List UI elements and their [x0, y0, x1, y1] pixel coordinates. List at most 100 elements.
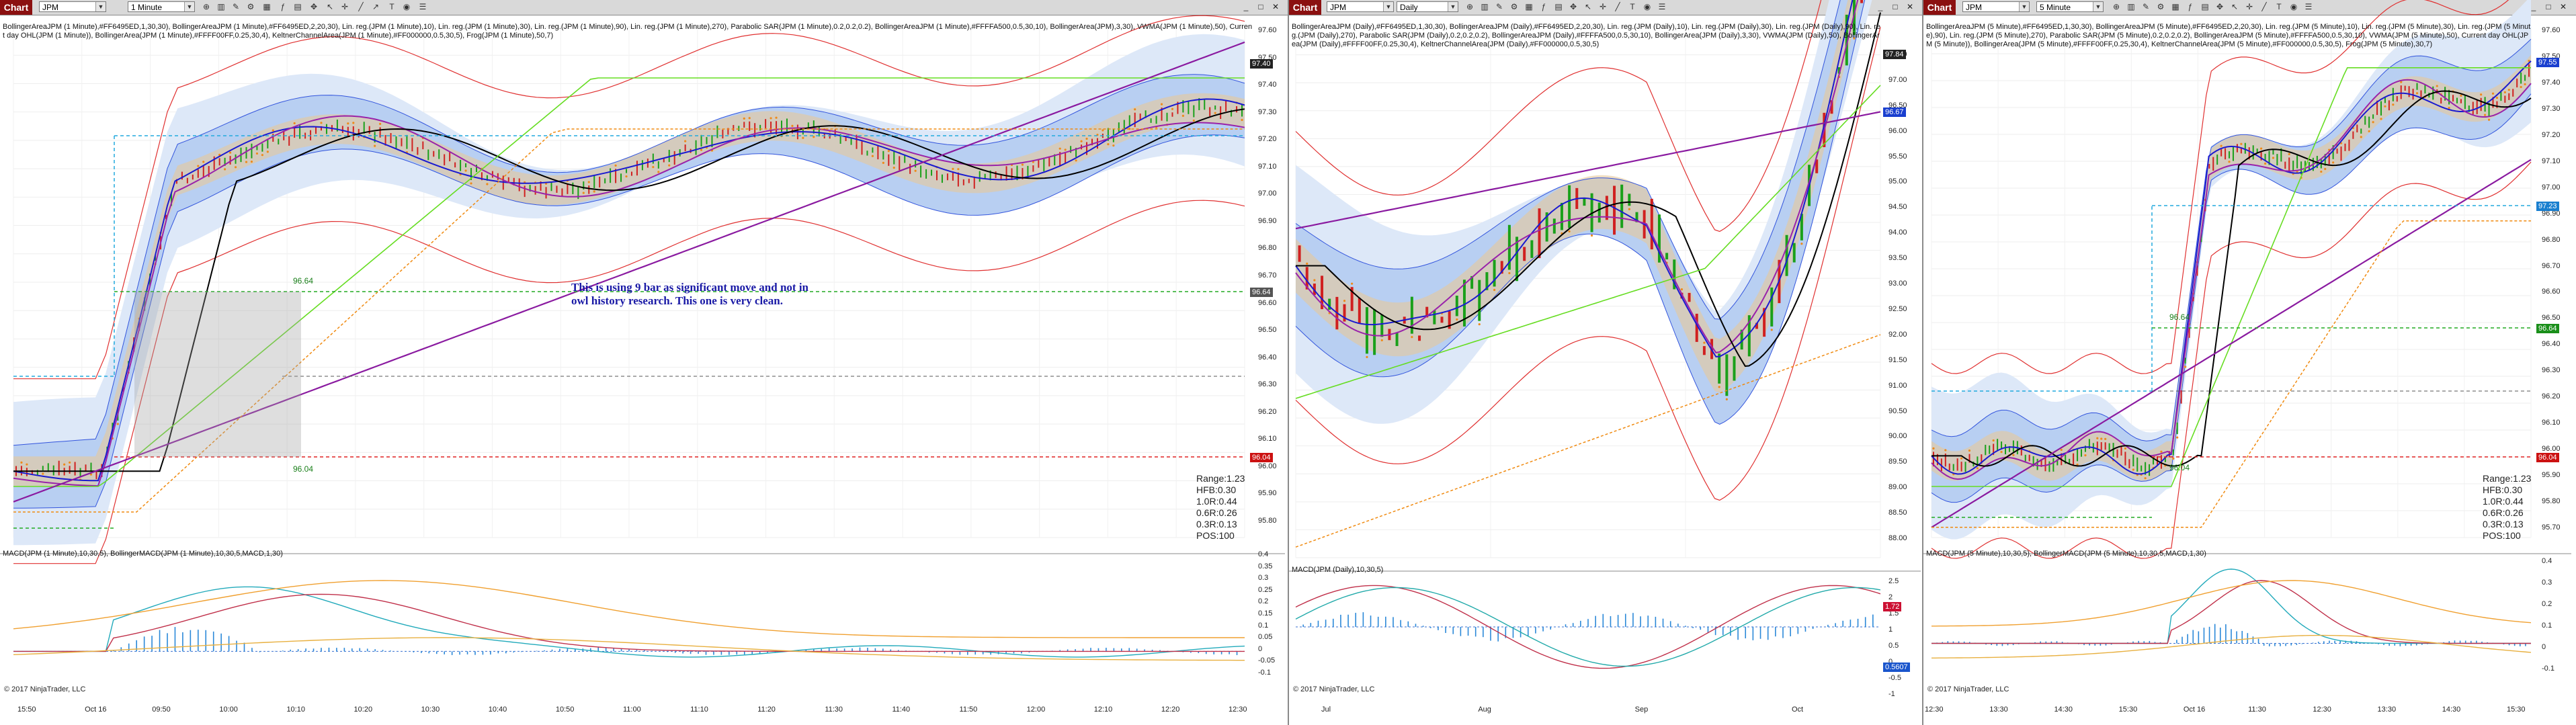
close-icon[interactable]: ✕	[2559, 2, 2567, 11]
bar-chart-icon[interactable]: ▥	[2127, 2, 2135, 11]
chart-menu-button[interactable]: Chart	[1923, 0, 1956, 15]
macd-flag: 0.5607	[1883, 663, 1910, 672]
parabolic-sar-dot	[770, 117, 772, 120]
close-icon[interactable]: ✕	[1272, 2, 1280, 11]
list-icon[interactable]: ☰	[1658, 2, 1666, 11]
line-tool-icon[interactable]: ╱	[1615, 2, 1620, 11]
strategy-icon[interactable]: ▤	[2201, 2, 2209, 11]
pointer-icon[interactable]: ↖	[2231, 2, 2239, 11]
zoom-icon[interactable]: ⊕	[202, 2, 210, 11]
parabolic-sar-dot	[2392, 103, 2395, 106]
range-stat: 0.6R:0.26	[1196, 507, 1237, 518]
price-chart-1min[interactable]	[0, 0, 1288, 725]
instrument-selector[interactable]: JPM ▼	[1962, 1, 2030, 12]
parabolic-sar-dot	[2503, 91, 2506, 94]
crosshair-icon[interactable]: ✛	[2245, 2, 2253, 11]
vwma-line	[13, 41, 1245, 503]
parabolic-sar-dot	[272, 129, 274, 132]
interval-selector[interactable]: Daily ▼	[1397, 1, 1458, 12]
crosshair-icon[interactable]: ✛	[1599, 2, 1607, 11]
bollinger-band-orange	[13, 93, 1245, 486]
line-tool-icon[interactable]: ╱	[358, 2, 364, 11]
bar-chart-icon[interactable]: ▥	[1481, 2, 1489, 11]
indicators-icon[interactable]: ƒ	[1541, 2, 1546, 11]
maximize-icon[interactable]: □	[2546, 2, 2551, 11]
camera-icon[interactable]: ◉	[1643, 2, 1651, 11]
text-tool-icon[interactable]: T	[389, 2, 394, 11]
minimize-icon[interactable]: _	[1243, 2, 1249, 11]
camera-icon[interactable]: ◉	[403, 2, 411, 11]
properties-icon[interactable]: ⚙	[2157, 2, 2165, 11]
list-icon[interactable]: ☰	[2304, 2, 2313, 11]
instrument-selector[interactable]: JPM ▼	[39, 1, 106, 12]
data-box-icon[interactable]: ▦	[1525, 2, 1533, 11]
macd-signal-line	[1295, 587, 1881, 667]
parabolic-sar-dot	[1181, 114, 1184, 117]
strategy-icon[interactable]: ▤	[294, 2, 302, 11]
parabolic-sar-dot	[2372, 121, 2374, 124]
parabolic-sar-dot	[2324, 167, 2327, 171]
time-tick-label: Oct 16	[85, 706, 107, 714]
price-flag: 96.04	[2536, 453, 2559, 462]
parabolic-sar-dot	[20, 461, 23, 464]
price-tick-label: 96.90	[2542, 209, 2561, 218]
minimize-icon[interactable]: _	[1878, 2, 1883, 11]
pan-icon[interactable]: ✥	[2216, 2, 2224, 11]
line-tool-icon[interactable]: ╱	[2261, 2, 2267, 11]
range-stat: POS:100	[2483, 530, 2521, 541]
crosshair-icon[interactable]: ✛	[341, 2, 349, 11]
zoom-icon[interactable]: ⊕	[1466, 2, 1474, 11]
parabolic-sar-dot	[1351, 282, 1354, 285]
price-chart-5min[interactable]	[1923, 0, 2576, 725]
instrument-selector[interactable]: JPM ▼	[1327, 1, 1394, 12]
parabolic-sar-dot	[293, 122, 296, 125]
macd-tick-label: 0.3	[1258, 574, 1269, 583]
indicators-icon[interactable]: ƒ	[280, 2, 286, 11]
text-tool-icon[interactable]: T	[1630, 2, 1635, 11]
pan-icon[interactable]: ✥	[1569, 2, 1577, 11]
chart-menu-button[interactable]: Chart	[1289, 0, 1321, 15]
pointer-icon[interactable]: ↖	[1584, 2, 1592, 11]
parabolic-sar-dot	[1080, 140, 1083, 142]
parabolic-sar-dot	[1102, 129, 1104, 132]
bar-chart-icon[interactable]: ▥	[217, 2, 225, 11]
pan-icon[interactable]: ✥	[310, 2, 318, 11]
macd-tick-label: 2	[1888, 593, 1893, 601]
strategy-icon[interactable]: ▤	[1554, 2, 1563, 11]
maximize-icon[interactable]: □	[1893, 2, 1898, 11]
draw-icon[interactable]: ✎	[1495, 2, 1503, 11]
maximize-icon[interactable]: □	[1258, 2, 1263, 11]
draw-icon[interactable]: ✎	[232, 2, 240, 11]
interval-selector[interactable]: 1 Minute ▼	[128, 1, 195, 12]
price-tick-label: 97.10	[1258, 162, 1277, 171]
parabolic-sar-dot	[374, 144, 376, 147]
chart-menu-button[interactable]: Chart	[0, 0, 32, 15]
list-icon[interactable]: ☰	[419, 2, 427, 11]
draw-icon[interactable]: ✎	[2142, 2, 2150, 11]
data-box-icon[interactable]: ▦	[263, 2, 271, 11]
price-tick-label: 97.20	[1258, 135, 1277, 144]
parabolic-sar-dot	[2104, 437, 2107, 440]
price-tick-label: 91.50	[1888, 355, 1907, 364]
pointer-icon[interactable]: ↖	[326, 2, 334, 11]
ray-tool-icon[interactable]: ↗	[372, 2, 380, 11]
properties-icon[interactable]: ⚙	[247, 2, 255, 11]
price-chart-daily[interactable]	[1289, 0, 1922, 725]
zoom-icon[interactable]: ⊕	[2112, 2, 2120, 11]
data-box-icon[interactable]: ▦	[2171, 2, 2179, 11]
indicators-icon[interactable]: ƒ	[2188, 2, 2193, 11]
chevron-down-icon: ▼	[95, 2, 106, 11]
properties-icon[interactable]: ⚙	[1510, 2, 1518, 11]
interval-selector[interactable]: 5 Minute ▼	[2036, 1, 2104, 12]
time-tick-label: Aug	[1478, 706, 1491, 714]
parabolic-sar-dot	[486, 183, 489, 185]
parabolic-sar-dot	[2380, 118, 2382, 120]
parabolic-sar-dot	[1770, 329, 1773, 331]
close-icon[interactable]: ✕	[1906, 2, 1914, 11]
camera-icon[interactable]: ◉	[2290, 2, 2298, 11]
chart-toolbar: Chart JPM ▼ Daily ▼ ⊕ ▥ ✎ ⚙ ▦ ƒ ▤ ✥ ↖ ✛ ╱ …	[1289, 0, 1922, 15]
minimize-icon[interactable]: _	[2531, 2, 2536, 11]
text-tool-icon[interactable]: T	[2276, 2, 2282, 11]
time-tick-label: 12:30	[1925, 706, 1944, 714]
parabolic-sar-dot	[1306, 262, 1308, 265]
